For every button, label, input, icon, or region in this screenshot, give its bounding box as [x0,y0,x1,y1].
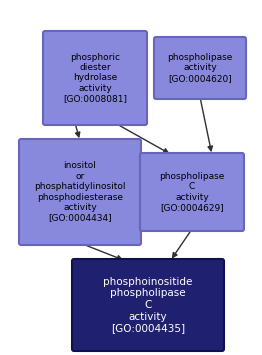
Text: phospholipase
C
activity
[GO:0004629]: phospholipase C activity [GO:0004629] [159,172,225,212]
FancyBboxPatch shape [19,139,141,245]
FancyBboxPatch shape [154,37,246,99]
FancyBboxPatch shape [140,153,244,231]
FancyBboxPatch shape [72,259,224,351]
Text: inositol
or
phosphatidylinositol
phosphodiesterase
activity
[GO:0004434]: inositol or phosphatidylinositol phospho… [34,162,126,223]
Text: phospholipase
activity
[GO:0004620]: phospholipase activity [GO:0004620] [167,53,233,83]
Text: phosphoric
diester
hydrolase
activity
[GO:0008081]: phosphoric diester hydrolase activity [G… [63,53,127,103]
FancyBboxPatch shape [43,31,147,125]
Text: phosphoinositide
phospholipase
C
activity
[GO:0004435]: phosphoinositide phospholipase C activit… [103,277,193,333]
